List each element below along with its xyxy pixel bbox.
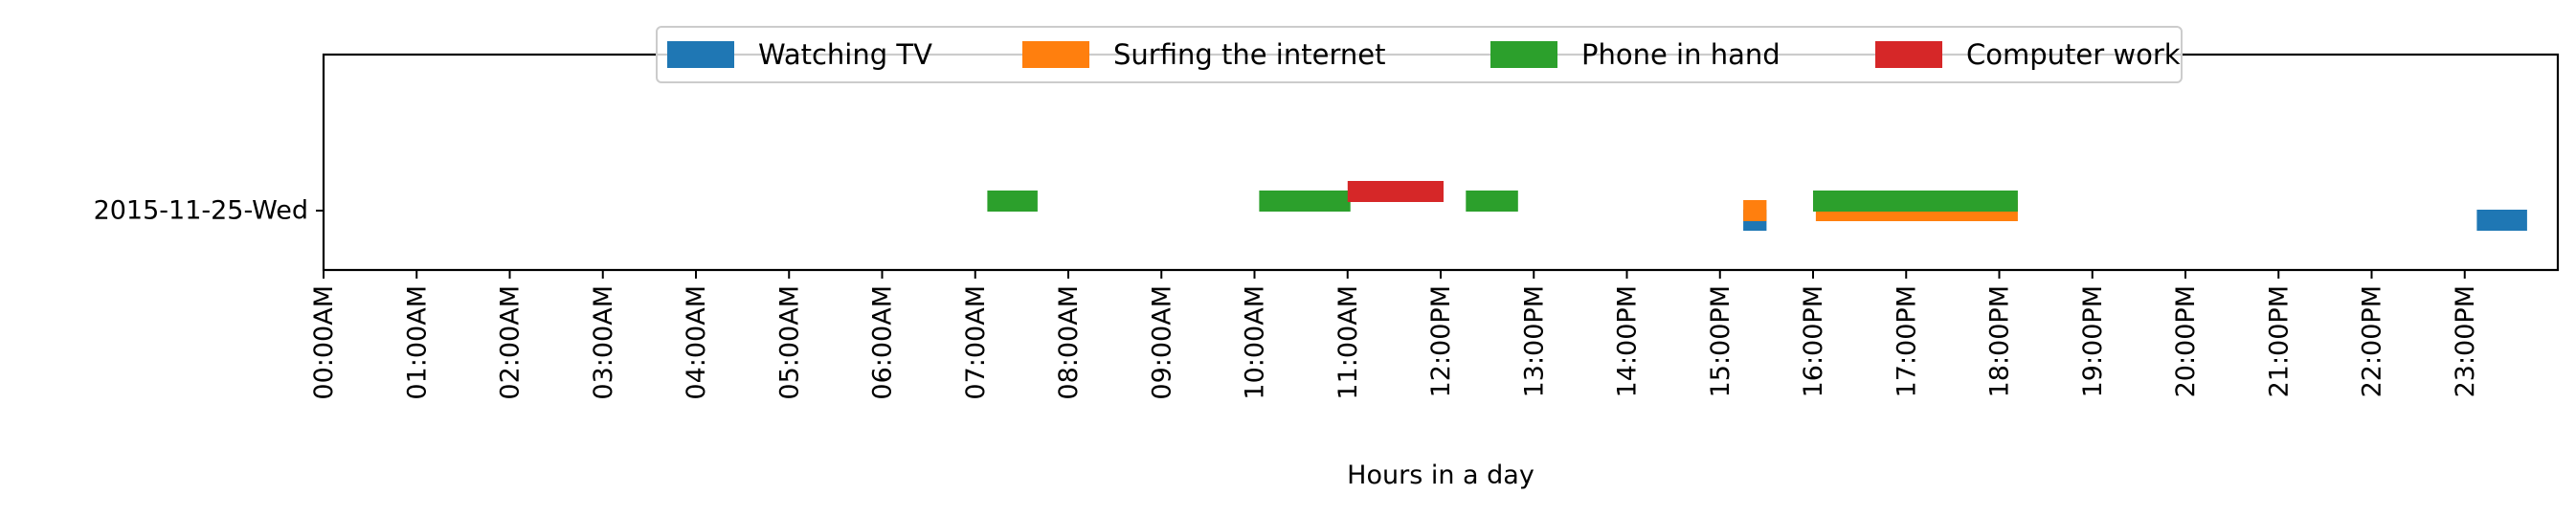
y-tick-label: 2015-11-25-Wed — [94, 196, 308, 226]
x-tick-label: 00:00AM — [309, 285, 339, 400]
x-tick-label: 04:00AM — [682, 285, 711, 400]
bar-surfing-the-internet-0 — [1743, 200, 1767, 221]
bar-phone-in-hand-3 — [1813, 191, 2018, 212]
x-tick-label: 07:00AM — [961, 285, 991, 400]
legend-label: Watching TV — [758, 38, 932, 71]
bar-phone-in-hand-2 — [1466, 191, 1518, 212]
x-tick-label: 09:00AM — [1147, 285, 1176, 400]
x-tick-label: 10:00AM — [1241, 285, 1270, 400]
x-tick-label: 13:00PM — [1519, 285, 1549, 397]
x-tick-label: 11:00AM — [1333, 285, 1363, 400]
legend-swatch — [1875, 41, 1942, 68]
plot-frame — [322, 53, 2560, 272]
x-tick-label: 21:00PM — [2264, 285, 2294, 397]
bar-computer-work-0 — [1347, 181, 1444, 202]
legend-swatch — [1490, 41, 1557, 68]
x-axis: 00:00AM 01:00AM 02:00AM 03:00AM 04:00AM 05:00… — [309, 270, 2480, 400]
legend-label: Phone in hand — [1581, 38, 1781, 71]
x-tick-label: 16:00PM — [1799, 285, 1828, 397]
x-tick-label: 17:00PM — [1892, 285, 1921, 397]
x-tick-label: 08:00AM — [1054, 285, 1084, 400]
legend-swatch — [1022, 41, 1089, 68]
x-tick-label: 06:00AM — [868, 285, 898, 400]
bar-watching-tv-1 — [2476, 210, 2527, 231]
x-tick-label: 02:00AM — [496, 285, 526, 400]
bars-layer — [987, 181, 2527, 231]
x-tick-label: 19:00PM — [2078, 285, 2108, 397]
bar-phone-in-hand-0 — [987, 191, 1038, 212]
bar-phone-in-hand-1 — [1259, 191, 1351, 212]
x-tick-label: 14:00PM — [1613, 285, 1643, 397]
x-tick-label: 18:00PM — [1985, 285, 2015, 397]
x-tick-label: 03:00AM — [589, 285, 618, 400]
x-tick-label: 01:00AM — [402, 285, 432, 400]
x-tick-label: 12:00PM — [1426, 285, 1456, 397]
x-tick-label: 20:00PM — [2171, 285, 2201, 397]
legend-label: Computer work — [1966, 38, 2181, 71]
x-tick-label: 22:00PM — [2358, 285, 2387, 397]
legend-swatch — [667, 41, 734, 68]
legend: Watching TV Surfing the internet Phone in … — [656, 26, 2183, 83]
legend-box — [656, 26, 2183, 83]
legend-label: Surfing the internet — [1113, 38, 1385, 71]
x-tick-label: 23:00PM — [2451, 285, 2480, 397]
x-axis-label: Hours in a day — [1347, 461, 1534, 490]
x-tick-label: 05:00AM — [774, 285, 804, 400]
y-axis: 2015-11-25-Wed — [94, 196, 324, 226]
x-tick-label: 15:00PM — [1706, 285, 1736, 397]
